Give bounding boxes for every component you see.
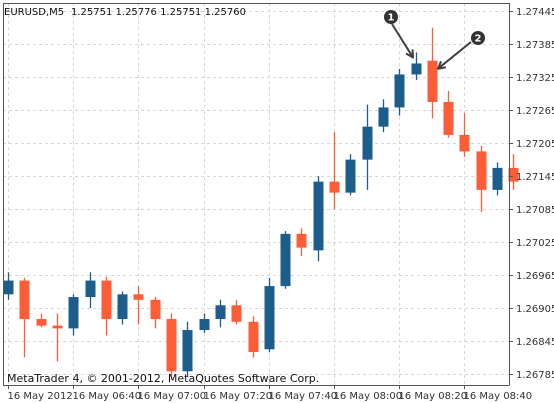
x-tick-label: 16 May 2012 — [8, 391, 73, 402]
ohlc-readout: 1.25751 1.25776 1.25751 1.25760 — [71, 7, 246, 18]
bear-candle-body — [248, 321, 259, 353]
bear-candle-body — [150, 299, 161, 320]
y-axis-ticks: 1.27445 1.27385 1.27325 1.27265 1.27205 1.271… — [509, 7, 554, 381]
bull-candle-body — [492, 167, 503, 190]
symbol-label: EURUSD,M5 — [4, 7, 64, 18]
bull-candle-body — [3, 280, 14, 295]
y-tick-label: 1.27385 — [516, 40, 554, 51]
bear-candle-body — [476, 151, 487, 190]
annotation-marker-circle — [384, 10, 398, 24]
bear-candle-body — [101, 280, 112, 320]
bear-candle-body — [427, 60, 438, 102]
bear-candle-body — [19, 280, 30, 320]
bull-candle-body — [215, 305, 226, 320]
bull-candle-body — [68, 297, 79, 329]
annotation-marker-label: 1 — [388, 13, 395, 24]
x-tick-label: 16 May 07:40 — [269, 391, 338, 402]
bull-candle-body — [394, 74, 405, 108]
bull-candle-body — [280, 233, 291, 287]
bear-candle-body — [459, 134, 470, 152]
bear-candle-body — [329, 181, 340, 193]
annotation-markers: 12 — [384, 10, 485, 70]
bull-candle-body — [378, 107, 389, 127]
x-tick-label: 16 May 07:00 — [138, 391, 207, 402]
bull-candle-body — [411, 63, 422, 75]
y-tick-label: 1.26965 — [516, 271, 554, 282]
bear-candle-body — [52, 325, 63, 329]
annotation-arrow-1-head — [405, 49, 414, 59]
y-tick-label: 1.27205 — [516, 139, 554, 150]
annotation-arrow-1-shaft — [391, 23, 414, 58]
bull-candle-body — [199, 319, 210, 331]
bull-candle-body — [345, 159, 356, 193]
plot-frame — [3, 3, 510, 386]
y-tick-label: 1.27325 — [516, 73, 554, 84]
annotation-marker-circle — [471, 31, 485, 45]
bull-candle-body — [117, 294, 128, 320]
annotation-arrow-2-shaft — [437, 41, 472, 70]
copyright-text: MetaTrader 4, © 2001-2012, MetaQuotes So… — [7, 372, 319, 385]
y-tick-label: 1.27265 — [516, 106, 554, 117]
y-tick-label: 1.26785 — [516, 370, 554, 381]
x-tick-label: 16 May 08:00 — [334, 391, 403, 402]
bear-candle-body — [508, 167, 519, 182]
y-tick-label: 1.26905 — [516, 304, 554, 315]
bear-candle-body — [296, 233, 307, 248]
bear-candle-body — [36, 319, 47, 326]
annotation-arrow-2-head — [437, 60, 447, 70]
bear-candle-body — [133, 294, 144, 300]
y-tick-label: 1.27145 — [516, 172, 554, 183]
bull-candle-body — [264, 286, 275, 350]
x-tick-label: 16 May 07:20 — [204, 391, 273, 402]
x-tick-label: 16 May 08:40 — [464, 391, 533, 402]
bear-candle-body — [231, 305, 242, 322]
y-tick-label: 1.27445 — [516, 7, 554, 18]
y-tick-label: 1.27025 — [516, 238, 554, 249]
bear-candle-body — [166, 319, 177, 372]
x-tick-label: 16 May 06:40 — [73, 391, 142, 402]
bear-candle-body — [443, 101, 454, 135]
annotation-marker-label: 2 — [475, 34, 482, 45]
bull-candle-body — [182, 330, 193, 372]
y-tick-label: 1.27085 — [516, 205, 554, 216]
y-tick-label: 1.26845 — [516, 337, 554, 348]
bull-candle-body — [313, 181, 324, 251]
candles-layer — [3, 27, 519, 380]
x-tick-label: 16 May 08:20 — [399, 391, 468, 402]
bull-candle-body — [362, 126, 373, 160]
bull-candle-body — [85, 280, 96, 298]
